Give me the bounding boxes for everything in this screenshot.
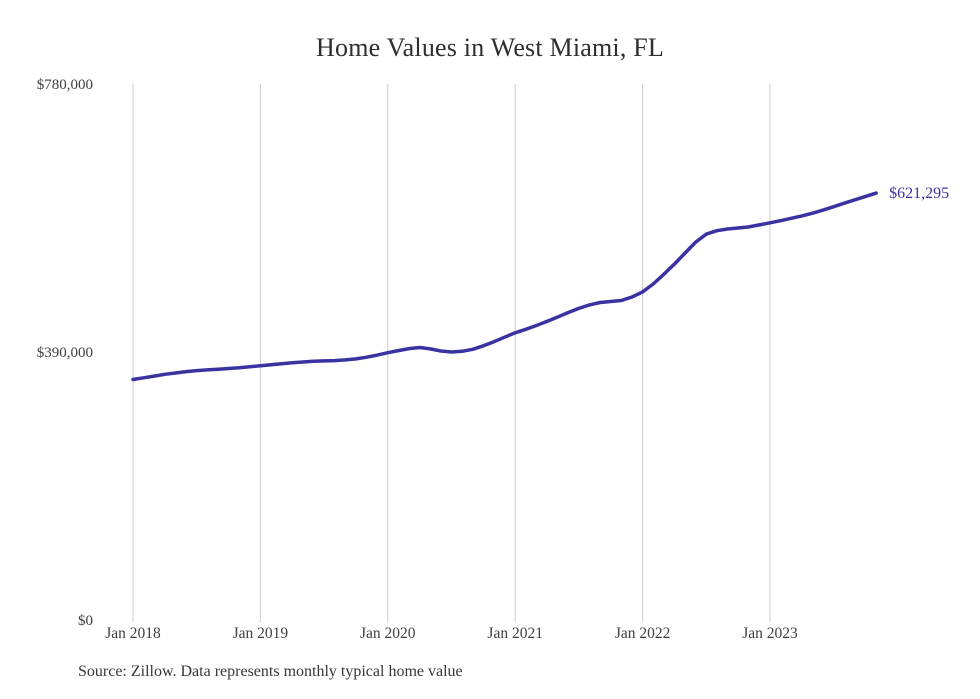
x-axis-tick-label: Jan 2023	[742, 625, 798, 642]
chart-title: Home Values in West Miami, FL	[316, 33, 664, 62]
home-value-line	[131, 191, 878, 382]
y-axis-tick-label: $390,000	[37, 345, 93, 361]
x-axis-tick-label: Jan 2021	[487, 625, 543, 642]
y-axis-tick-label: $0	[78, 613, 93, 629]
x-axis-tick-label: Jan 2019	[233, 625, 289, 642]
x-axis-tick-label: Jan 2020	[360, 625, 416, 642]
end-value-label: $621,295	[889, 185, 949, 202]
source-note: Source: Zillow. Data represents monthly …	[78, 663, 463, 680]
x-axis-tick-label: Jan 2018	[105, 625, 161, 642]
y-axis-tick-label: $780,000	[37, 77, 93, 93]
x-axis-tick-label: Jan 2022	[615, 625, 671, 642]
